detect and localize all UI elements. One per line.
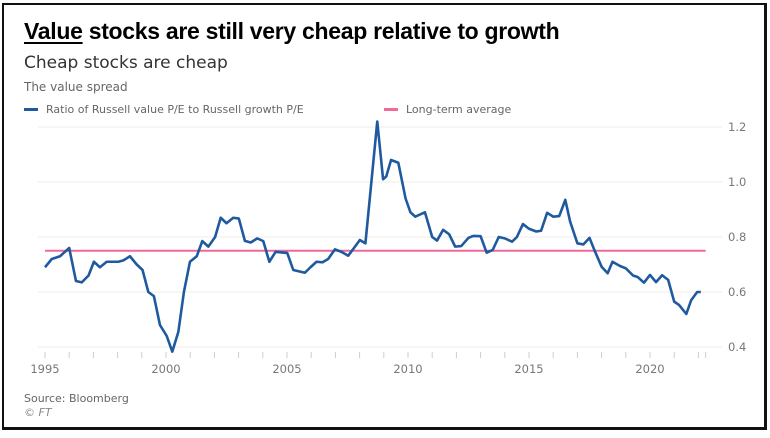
x-tick-label: 2000 <box>151 362 180 376</box>
y-tick-label: 0.6 <box>728 285 746 299</box>
chart-frame <box>2 3 767 430</box>
x-tick-label: 2005 <box>272 362 301 376</box>
headline-underlined-word: Value <box>24 18 83 44</box>
legend-item-average: Long-term average <box>384 103 511 116</box>
headline-rest: stocks are still very cheap relative to … <box>82 18 560 44</box>
chart-title: The value spread <box>24 80 128 94</box>
x-tick-label: 2015 <box>514 362 543 376</box>
legend-swatch-ratio <box>24 108 38 111</box>
y-tick-label: 1.2 <box>728 120 746 134</box>
x-tick-label: 2010 <box>393 362 422 376</box>
headline: Value stocks are still very cheap relati… <box>24 18 560 45</box>
legend-item-ratio: Ratio of Russell value P/E to Russell gr… <box>24 103 304 116</box>
legend-label-ratio: Ratio of Russell value P/E to Russell gr… <box>46 103 304 116</box>
x-tick-label: 1995 <box>30 362 59 376</box>
y-tick-label: 0.8 <box>728 230 746 244</box>
legend-label-average: Long-term average <box>406 103 512 116</box>
legend-swatch-average <box>384 108 398 111</box>
chart-subtitle: Cheap stocks are cheap <box>24 53 228 73</box>
y-tick-label: 1.0 <box>728 175 746 189</box>
x-tick-label: 2020 <box>635 362 664 376</box>
copyright-note: © FT <box>24 406 52 419</box>
source-note: Source: Bloomberg <box>24 392 129 405</box>
y-tick-label: 0.4 <box>728 340 746 354</box>
